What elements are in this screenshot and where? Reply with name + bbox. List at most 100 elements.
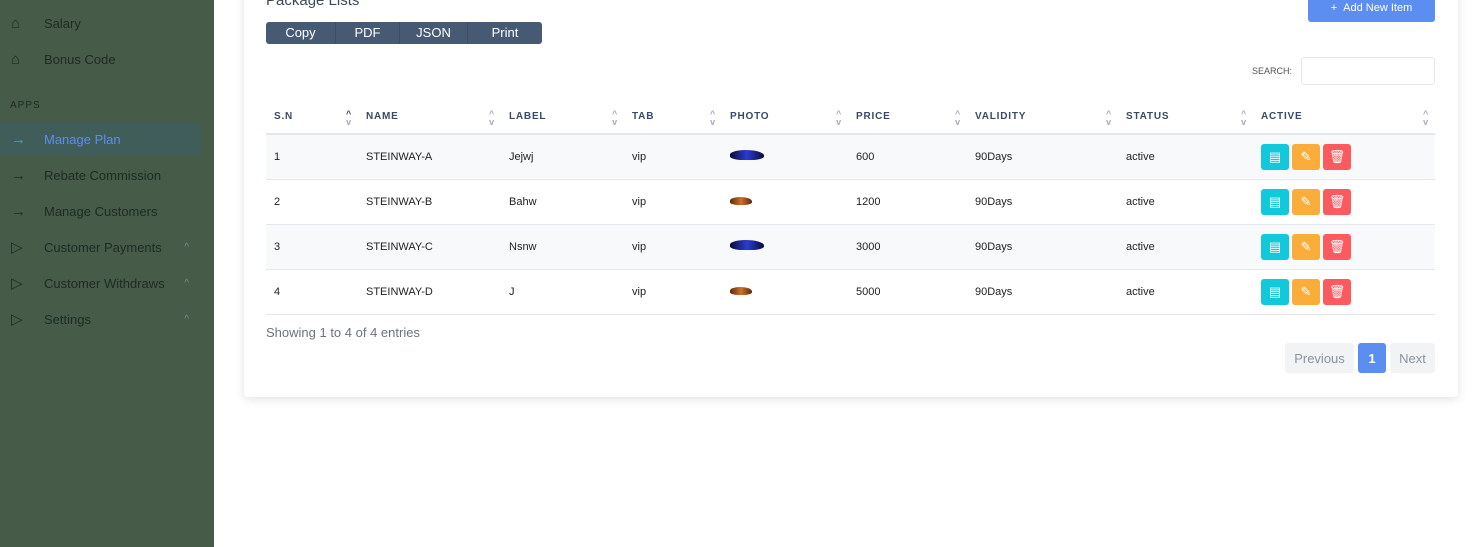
- calendar-icon[interactable]: ▤: [1261, 143, 1289, 170]
- sort-icon: ^ v: [488, 109, 495, 127]
- cell-label: Bahw: [501, 179, 624, 225]
- sort-icon: ^ v: [611, 109, 618, 127]
- sort-icon: ^ v: [345, 109, 352, 127]
- export-buttons: Copy PDF JSON Print: [266, 22, 542, 44]
- sort-icon: ^ v: [954, 109, 961, 127]
- cell-name: STEINWAY-D: [358, 269, 501, 315]
- pencil-icon[interactable]: ✎: [1292, 233, 1320, 260]
- column-header-photo[interactable]: PHOTO ^ v: [722, 100, 848, 135]
- page-1-button[interactable]: 1: [1358, 343, 1386, 373]
- sidebar-item-label: Bonus Code: [44, 51, 116, 67]
- cell-photo: [722, 224, 848, 270]
- sidebar-section-apps: APPS: [10, 100, 41, 111]
- calendar-icon[interactable]: ▤: [1261, 278, 1289, 305]
- sidebar-item-customer-withdraws[interactable]: ▷ Customer Withdraws ^: [0, 266, 201, 300]
- package-table: S.N ^ v NAME ^ v LABEL ^ v TAB ^ v PHOTO ^ v PRICE…: [266, 100, 1435, 315]
- cell-name: STEINWAY-B: [358, 179, 501, 225]
- copy-button[interactable]: Copy: [266, 22, 336, 44]
- sidebar-item-manage-customers[interactable]: → Manage Customers: [0, 194, 201, 228]
- column-header-price[interactable]: PRICE ^ v: [848, 100, 967, 135]
- column-header-name[interactable]: NAME ^ v: [358, 100, 501, 135]
- sidebar-item-label: Customer Withdraws: [44, 275, 165, 291]
- calendar-icon[interactable]: ▤: [1261, 188, 1289, 215]
- sidebar-item-label: Customer Payments: [44, 239, 162, 255]
- sidebar-item-salary[interactable]: ⌂ Salary: [0, 6, 201, 40]
- next-button[interactable]: Next: [1390, 343, 1435, 373]
- cell-actions: ▤ ✎ 🗑: [1253, 134, 1435, 180]
- print-button[interactable]: Print: [491, 25, 519, 40]
- cell-sn: 4: [266, 269, 358, 315]
- trash-icon[interactable]: 🗑: [1323, 233, 1351, 260]
- sidebar-item-bonus-code[interactable]: ⌂ Bonus Code: [0, 42, 201, 76]
- cell-validity: 90Days: [967, 179, 1118, 225]
- json-button[interactable]: JSON: [400, 22, 468, 44]
- home-icon: ⌂: [11, 14, 21, 32]
- sort-icon: ^ v: [709, 109, 716, 127]
- cell-actions: ▤ ✎ 🗑: [1253, 224, 1435, 270]
- cell-sn: 2: [266, 179, 358, 225]
- cell-actions: ▤ ✎ 🗑: [1253, 179, 1435, 225]
- column-header-tab[interactable]: TAB ^ v: [624, 100, 722, 135]
- cell-validity: 90Days: [967, 134, 1118, 180]
- sidebar: ⌂ Salary ⌂ Bonus Code APPS → Manage Plan → R…: [0, 0, 214, 547]
- column-header-validity[interactable]: VALIDITY ^ v: [967, 100, 1118, 135]
- column-header-sn[interactable]: S.N ^ v: [266, 100, 358, 135]
- column-header-active[interactable]: ACTIVE ^ v: [1253, 100, 1435, 135]
- page-title: Package Lists: [266, 0, 360, 9]
- previous-button[interactable]: Previous: [1285, 343, 1354, 373]
- arrow-right-icon: →: [11, 166, 26, 184]
- cell-price: 1200: [848, 179, 967, 225]
- home-icon: ⌂: [11, 50, 21, 68]
- chevron-up-icon: ^: [184, 277, 189, 289]
- add-label: Add New Item: [1343, 2, 1413, 14]
- column-header-status[interactable]: STATUS ^ v: [1118, 100, 1253, 135]
- cell-price: 3000: [848, 224, 967, 270]
- cell-label: Jejwj: [501, 134, 624, 180]
- search-label: SEARCH:: [1252, 66, 1293, 76]
- cell-status: active: [1118, 134, 1253, 180]
- cell-name: STEINWAY-A: [358, 134, 501, 180]
- cell-validity: 90Days: [967, 224, 1118, 270]
- arrow-right-icon: →: [11, 202, 26, 220]
- play-icon: ▷: [11, 275, 23, 292]
- pencil-icon[interactable]: ✎: [1292, 278, 1320, 305]
- table-row: 1 STEINWAY-A Jejwj vip 600 90Days active…: [266, 134, 1435, 180]
- sidebar-item-label: Manage Plan: [44, 131, 121, 147]
- car-photo: [730, 150, 764, 161]
- table-row: 2 STEINWAY-B Bahw vip 1200 90Days active…: [266, 179, 1435, 225]
- search-input[interactable]: [1301, 57, 1435, 85]
- cell-tab: vip: [624, 224, 722, 270]
- sidebar-item-settings[interactable]: ▷ Settings ^: [0, 302, 201, 336]
- calendar-icon[interactable]: ▤: [1261, 233, 1289, 260]
- trash-icon[interactable]: 🗑: [1323, 188, 1351, 215]
- cell-label: J: [501, 269, 624, 315]
- cell-sn: 1: [266, 134, 358, 180]
- sort-icon: ^ v: [1105, 109, 1112, 127]
- plus-icon: +: [1330, 2, 1338, 14]
- play-icon: ▷: [11, 239, 23, 256]
- trash-icon[interactable]: 🗑: [1323, 278, 1351, 305]
- cell-tab: vip: [624, 269, 722, 315]
- sidebar-item-manage-plan[interactable]: → Manage Plan: [0, 122, 201, 156]
- sidebar-item-label: Salary: [44, 15, 81, 31]
- column-header-label[interactable]: LABEL ^ v: [501, 100, 624, 135]
- pdf-button[interactable]: PDF: [336, 22, 400, 44]
- cell-actions: ▤ ✎ 🗑: [1253, 269, 1435, 315]
- sidebar-item-customer-payments[interactable]: ▷ Customer Payments ^: [0, 230, 201, 264]
- pencil-icon[interactable]: ✎: [1292, 143, 1320, 170]
- pencil-icon[interactable]: ✎: [1292, 188, 1320, 215]
- sidebar-item-rebate-commission[interactable]: → Rebate Commission: [0, 158, 201, 192]
- cell-photo: [722, 134, 848, 180]
- cell-validity: 90Days: [967, 269, 1118, 315]
- table-row: 3 STEINWAY-C Nsnw vip 3000 90Days active…: [266, 224, 1435, 270]
- chevron-up-icon: ^: [184, 241, 189, 253]
- sort-icon: ^ v: [1422, 109, 1429, 127]
- sidebar-item-label: Settings: [44, 311, 91, 327]
- sort-icon: ^ v: [835, 109, 842, 127]
- cell-tab: vip: [624, 179, 722, 225]
- car-photo: [730, 286, 752, 295]
- cell-price: 5000: [848, 269, 967, 315]
- car-photo: [730, 196, 752, 205]
- add-new-item-button[interactable]: + Add New Item: [1308, 0, 1435, 22]
- trash-icon[interactable]: 🗑: [1323, 143, 1351, 170]
